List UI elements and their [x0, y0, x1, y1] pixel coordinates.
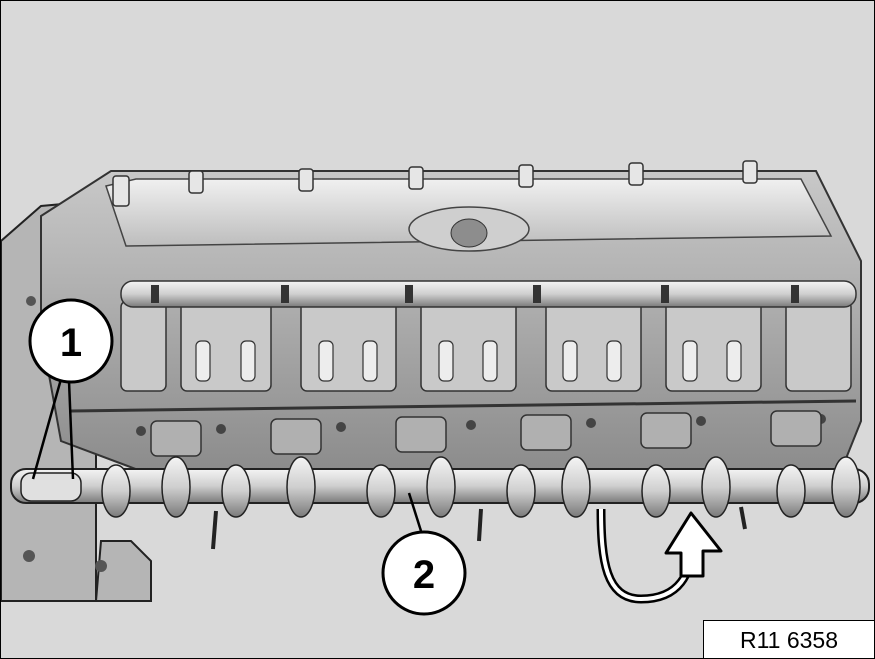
- rotate-arrow-icon: [596, 508, 723, 604]
- cylinder-head: [40, 160, 862, 472]
- callout-leaders: [31, 378, 423, 532]
- figure-id-label: R11 6358: [703, 620, 874, 658]
- camshaft: [10, 456, 870, 550]
- callout-1: 1: [28, 298, 114, 384]
- callout-2: 2: [381, 530, 467, 616]
- callout-2-number: 2: [413, 553, 435, 597]
- callout-1-number: 1: [60, 321, 82, 365]
